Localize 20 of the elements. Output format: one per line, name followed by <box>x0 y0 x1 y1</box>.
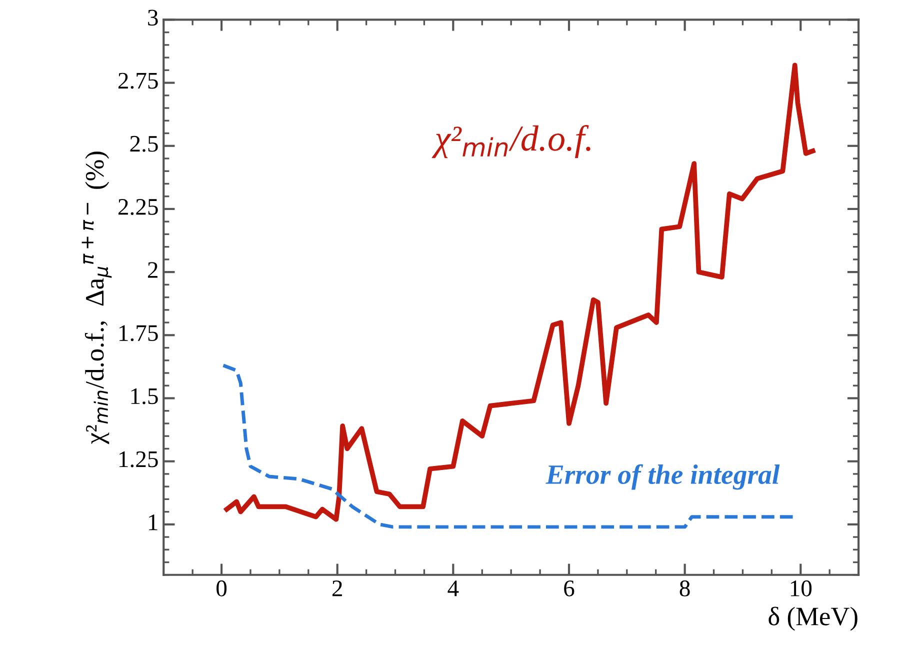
x-axis-title: δ (MeV) <box>768 606 858 631</box>
x-tick-label: 10 <box>790 580 812 596</box>
x-tick-label: 0 <box>216 580 227 596</box>
y-axis-title: χ²$_{min}$/d.o.f., Δa$_{μ}$$^{π+π−}$ (%) <box>82 152 112 444</box>
y-tick-label: 2.25 <box>118 199 158 215</box>
x-tick-label: 4 <box>448 580 459 596</box>
text: χ²$_{min}$/d.o.f. <box>432 125 590 158</box>
y-tick-label: 2.5 <box>130 136 158 152</box>
x-tick-label: 2 <box>332 580 342 596</box>
y-tick-label: 2 <box>148 262 158 278</box>
y-tick-label: 1.25 <box>120 451 158 468</box>
series-label: Error of the integral <box>546 464 780 490</box>
x-tick-label: 8 <box>680 580 690 596</box>
y-tick-label: 1.5 <box>131 388 158 404</box>
y-tick-label: 1 <box>149 514 158 530</box>
y-tick-label: 1.75 <box>120 325 158 342</box>
x-tick-label: 6 <box>564 580 574 596</box>
line-series <box>224 62 816 522</box>
y-tick-label: 2.75 <box>118 72 158 89</box>
y-tick-label: 3 <box>148 10 158 26</box>
